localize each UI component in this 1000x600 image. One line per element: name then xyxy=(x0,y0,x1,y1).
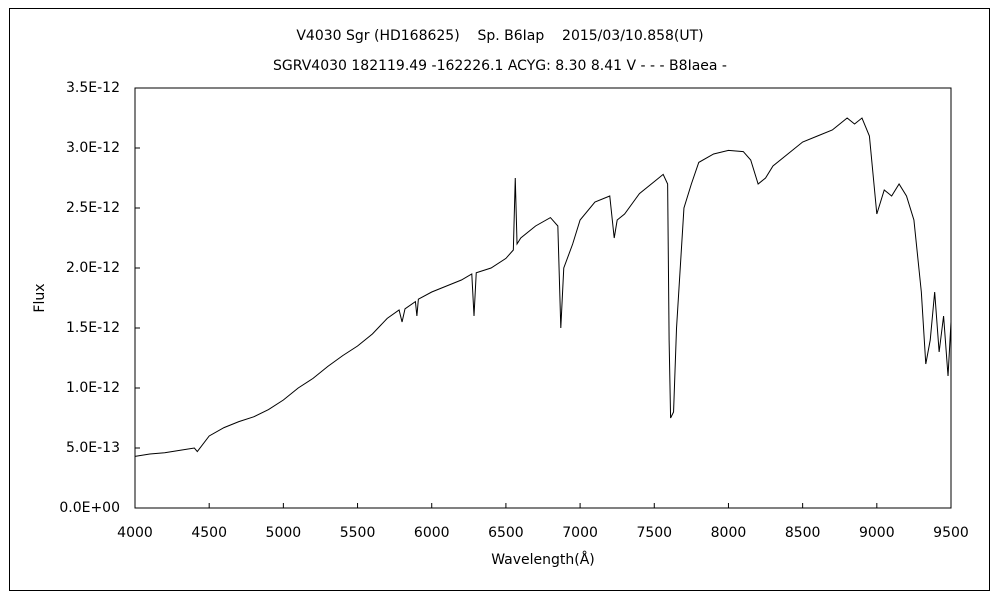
y-tick-label: 1.5E-12 xyxy=(66,320,120,336)
x-tick-label: 7000 xyxy=(562,525,598,541)
y-tick-label: 3.0E-12 xyxy=(66,140,120,156)
y-tick-label: 5.0E-13 xyxy=(66,440,120,456)
x-tick-label: 5500 xyxy=(340,525,376,541)
chart-subtitle: SGRV4030 182119.49 -162226.1 ACYG: 8.30 … xyxy=(273,58,727,74)
spectrum-line xyxy=(134,117,952,457)
y-tick-label: 0.0E+00 xyxy=(59,500,120,516)
x-tick-label: 9500 xyxy=(933,525,969,541)
y-tick-label: 2.0E-12 xyxy=(66,260,120,276)
x-tick-label: 8500 xyxy=(785,525,821,541)
y-axis-label: Flux xyxy=(32,283,48,312)
x-tick-label: 6000 xyxy=(414,525,450,541)
x-tick-label: 4000 xyxy=(117,525,153,541)
x-tick-label: 7500 xyxy=(636,525,672,541)
x-tick-label: 5000 xyxy=(266,525,302,541)
outer-frame xyxy=(9,8,990,591)
y-tick-label: 2.5E-12 xyxy=(66,200,120,216)
plot-frame xyxy=(134,87,952,509)
x-axis-label: Wavelength(Å) xyxy=(491,551,595,568)
y-tick-label: 1.0E-12 xyxy=(66,380,120,396)
x-tick-label: 8000 xyxy=(711,525,747,541)
y-tick-label: 3.5E-12 xyxy=(66,80,120,96)
x-tick-label: 4500 xyxy=(191,525,227,541)
x-tick-label: 9000 xyxy=(859,525,895,541)
chart-title: V4030 Sgr (HD168625) Sp. B6Iap 2015/03/1… xyxy=(296,28,703,44)
x-tick-label: 6500 xyxy=(488,525,524,541)
